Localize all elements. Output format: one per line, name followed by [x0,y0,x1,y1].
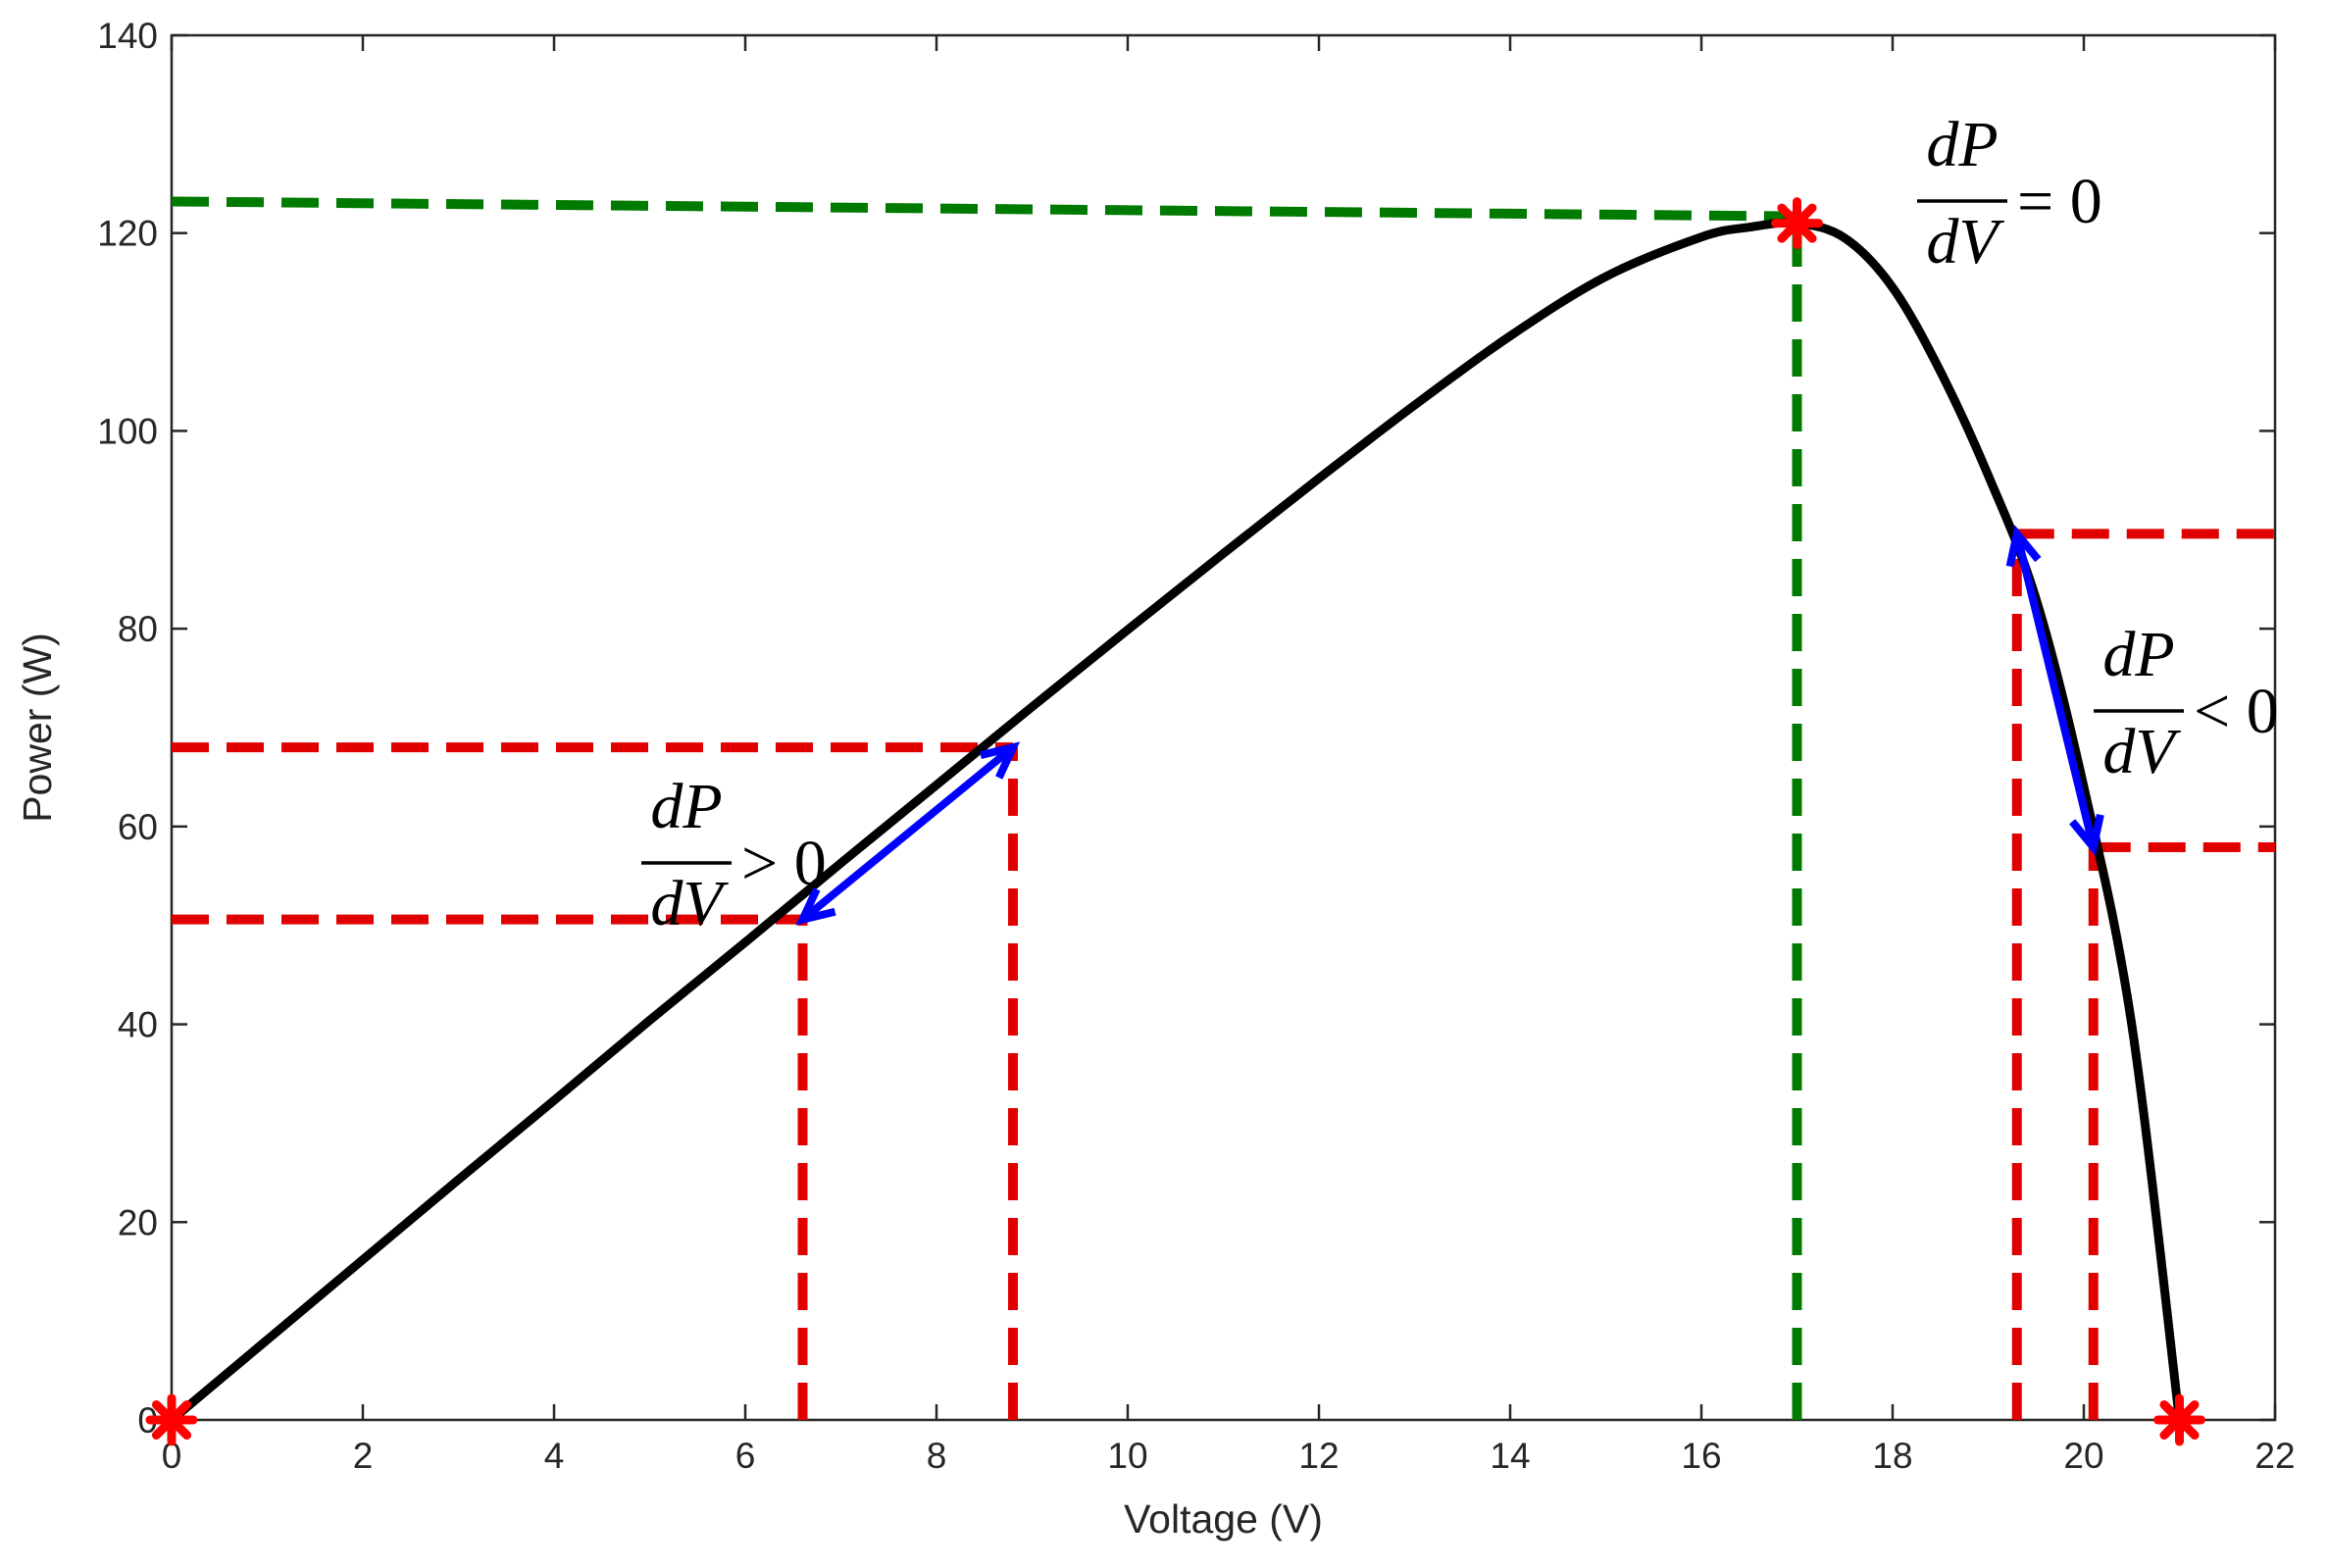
asterisk-marker [145,1393,198,1446]
x-tick-label: 20 [2063,1436,2103,1476]
y-tick-label: 100 [97,411,158,451]
plot-area-frame [170,33,2277,1422]
asterisk-stroke [1777,203,1817,243]
slope-arrow-head [980,741,1021,780]
y-tick-label: 40 [118,1005,158,1045]
fraction-numerator: dP [1926,109,1998,180]
x-tick-label: 22 [2254,1436,2295,1476]
x-tick-label: 6 [735,1436,756,1476]
slope-annotation: dP dV= 0 [1917,109,2102,278]
fraction-relation: = 0 [2017,166,2102,237]
slope-arrows [795,525,2104,926]
fraction-denominator: dV [1926,206,2004,278]
fraction-relation: > 0 [741,828,827,899]
x-tick-label: 4 [544,1436,565,1476]
asterisk-marker [2153,1393,2205,1446]
y-tick-label: 140 [97,16,158,56]
x-tick-label: 10 [1107,1436,1147,1476]
x-tick-label: 12 [1298,1436,1339,1476]
fraction-numerator: dP [2102,619,2174,690]
slope-arrow-head [2005,525,2042,568]
x-tick-label: 0 [162,1436,182,1476]
y-axis-label: Power (W) [15,632,60,823]
slope-arrow-head [795,887,836,926]
slope-arrow-head [2069,813,2104,856]
guide-lines [171,196,2275,1420]
slope-arrow-shaft [2012,532,2098,848]
x-tick-label: 18 [1872,1436,1912,1476]
fraction-denominator: dV [2102,716,2181,787]
y-tick-label: 20 [118,1202,158,1242]
x-tick-label: 16 [1681,1436,1721,1476]
asterisk-marker [1771,197,1823,250]
slope-annotation: dP dV< 0 [2094,619,2279,787]
fraction-relation: < 0 [2194,676,2279,747]
y-tick-label: 80 [118,609,158,649]
y-tick-label: 120 [97,214,158,254]
slope-arrow-shaft [799,744,1016,923]
axis-ticks: 0246810121416182022020406080100120140 [97,16,2295,1476]
y-tick-label: 60 [118,807,158,847]
asterisk-stroke [2159,1399,2200,1441]
x-axis-label: Voltage (V) [1124,1496,1323,1542]
slope-annotation: dP dV> 0 [641,771,827,939]
x-tick-label: 8 [927,1436,947,1476]
fraction-numerator: dP [650,771,722,842]
point-markers [145,197,2205,1446]
x-tick-label: 14 [1490,1436,1530,1476]
fraction-denominator: dV [650,868,729,939]
asterisk-stroke [151,1399,192,1441]
x-tick-label: 2 [353,1436,374,1476]
horizontal-guide-line [171,196,1797,222]
